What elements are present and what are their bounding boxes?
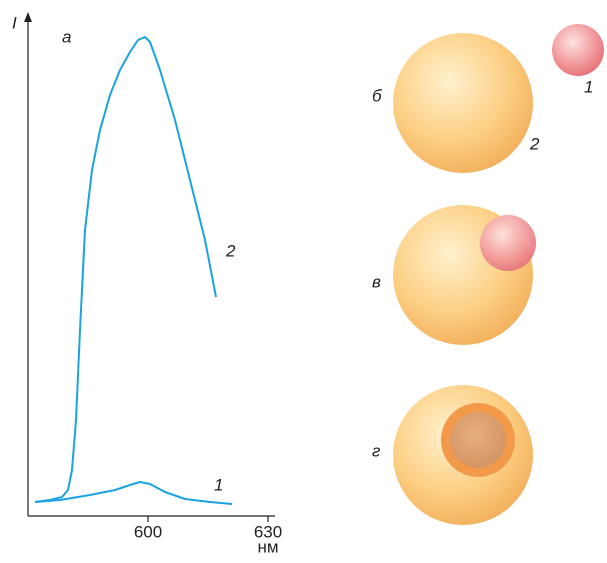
page: I а нм б 1 2 в г 60063012 (() => { const… [0,0,607,563]
x-tick-label: 630 [254,522,282,541]
sphere [552,24,604,76]
x-tick-label: 600 [134,522,162,541]
sphere [393,33,533,173]
figure: I а нм б 1 2 в г 60063012 [0,0,607,558]
panel-label: в [372,272,381,291]
y-arrow [24,12,32,22]
sphere-number: 2 [529,134,540,153]
core [450,412,506,468]
panel-label: б [372,86,383,105]
panel-label: г [372,441,380,460]
y-label: I [12,13,17,32]
panel-label: а [62,27,71,46]
series-label: 1 [214,475,223,494]
sphere-number: 1 [584,77,593,96]
line [35,37,216,502]
series-label: 2 [225,241,236,260]
diagram: б 1 2 в г [372,24,604,525]
sphere [480,215,536,271]
